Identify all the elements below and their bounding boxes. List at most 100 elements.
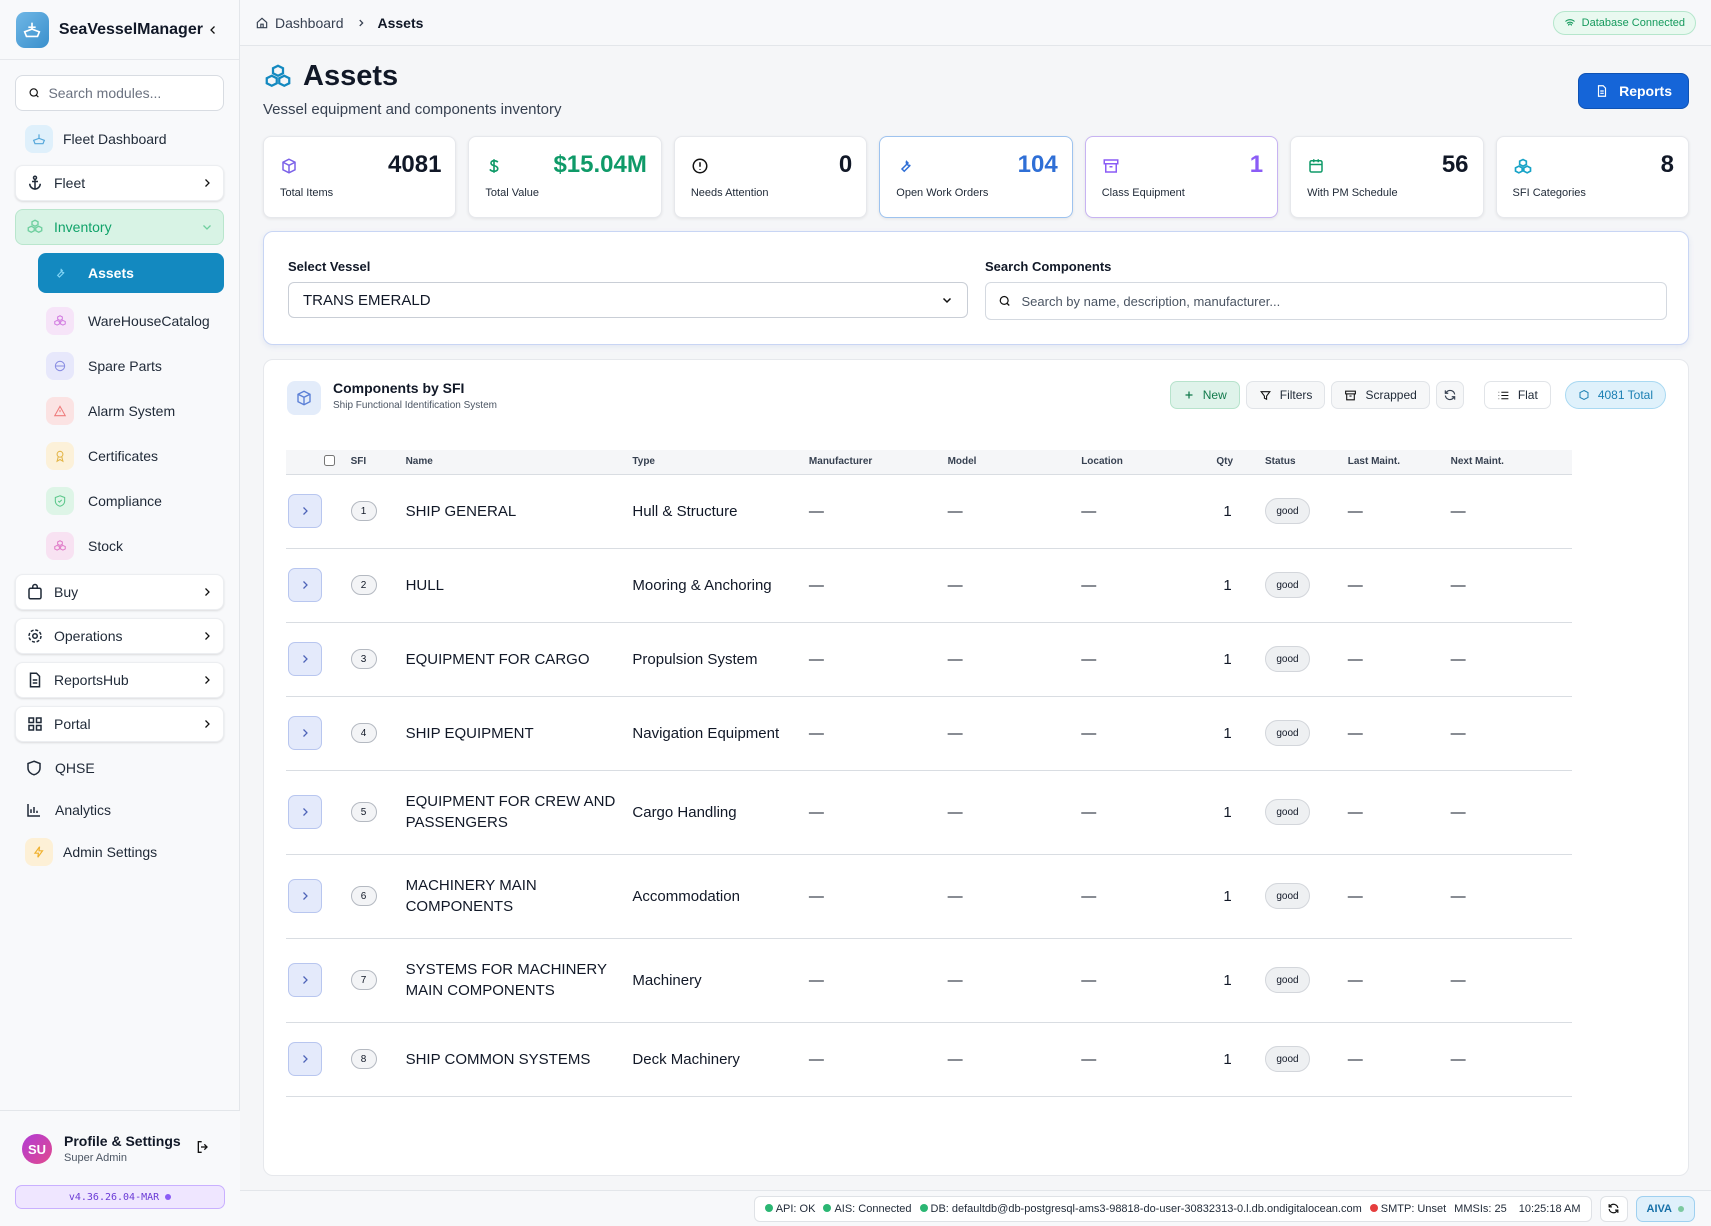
table-row[interactable]: 8 SHIP COMMON SYSTEMS Deck Machinery — — —1 go… — [286, 1022, 1572, 1097]
profile-section: SU Profile & Settings Super Admin v4.36.… — [0, 1110, 240, 1226]
vessel-select[interactable]: TRANS EMERALD — [288, 282, 968, 318]
table-row[interactable]: 6 MACHINERY MAIN COMPONENTS Accommodation —… — [286, 854, 1572, 939]
expand-row-button[interactable] — [288, 879, 322, 913]
table-row[interactable]: 2 HULL Mooring & Anchoring — — —1 good — — — [286, 548, 1572, 623]
header-last-maint[interactable]: Last Maint. — [1347, 450, 1451, 475]
table-row[interactable]: 7 SYSTEMS FOR MACHINERY MAIN COMPONENTS Ma… — [286, 938, 1572, 1023]
manufacturer-cell: — — [808, 854, 948, 939]
stats-row: 4081 Total Items $15.04M Total Value 0 N… — [263, 136, 1689, 218]
header-model[interactable]: Model — [947, 450, 1082, 475]
next-maint-cell: — — [1450, 938, 1572, 1023]
refresh-button[interactable] — [1435, 381, 1464, 409]
nav-operations[interactable]: Operations — [15, 618, 224, 654]
calendar-icon — [1307, 157, 1325, 175]
nav-buy[interactable]: Buy — [15, 574, 224, 610]
expand-row-button[interactable] — [288, 642, 322, 676]
nav-alarm-system[interactable]: Alarm System — [38, 394, 224, 428]
table-row[interactable]: 1 SHIP GENERAL Hull & Structure — — —1 good — — — [286, 474, 1572, 549]
select-all-checkbox[interactable] — [323, 454, 335, 466]
db-status: DB: defaultdb@db-postgresql-ams3-98818-d… — [919, 1203, 1362, 1215]
sfi-cell: 7 — [350, 938, 406, 1023]
header-location[interactable]: Location — [1081, 450, 1217, 475]
stat-needs-attention: 0 Needs Attention — [673, 136, 868, 218]
nav-fleet-dashboard[interactable]: Fleet Dashboard — [15, 121, 224, 157]
status-refresh-button[interactable] — [1599, 1195, 1628, 1222]
component-search[interactable] — [985, 282, 1667, 320]
nav-reports-hub[interactable]: ReportsHub — [15, 662, 224, 698]
collapse-sidebar-icon[interactable] — [203, 19, 223, 41]
logout-icon[interactable] — [195, 1139, 211, 1155]
stat-label: With PM Schedule — [1307, 187, 1398, 199]
profile-settings-link[interactable]: Profile & Settings — [64, 1133, 181, 1149]
plus-icon — [1185, 391, 1193, 399]
flat-view-button[interactable]: Flat — [1483, 381, 1551, 409]
scrapped-label: Scrapped — [1365, 388, 1417, 402]
filter-panel: Select Vessel Search Components TRANS EM… — [263, 231, 1689, 345]
expand-row-button[interactable] — [288, 568, 322, 602]
module-search[interactable] — [15, 75, 224, 111]
new-component-button[interactable]: New — [1169, 381, 1240, 409]
scrapped-button[interactable]: Scrapped — [1331, 381, 1430, 409]
module-search-input[interactable] — [48, 85, 211, 101]
header-type[interactable]: Type — [632, 450, 809, 475]
nav-portal[interactable]: Portal — [15, 706, 224, 742]
table-row[interactable]: 4 SHIP EQUIPMENT Navigation Equipment — — —1 g… — [286, 696, 1572, 771]
archive-icon — [1102, 157, 1120, 175]
expand-row-button[interactable] — [288, 1042, 322, 1076]
component-search-input[interactable] — [1021, 293, 1654, 309]
nav-certificates[interactable]: Certificates — [38, 439, 224, 473]
reports-button[interactable]: Reports — [1578, 73, 1689, 109]
bar-chart-icon — [27, 804, 40, 817]
nav-spare-parts[interactable]: Spare Parts — [38, 349, 224, 383]
expand-row-button[interactable] — [288, 494, 322, 528]
nav-admin-settings[interactable]: Admin Settings — [15, 834, 224, 870]
chevron-right-icon — [205, 632, 210, 640]
components-toolbar: New Filters Scrapped Flat 4081 Total — [1169, 381, 1666, 409]
expand-row-button[interactable] — [288, 963, 322, 997]
boxes-icon — [1513, 157, 1533, 177]
sfi-cell: 6 — [350, 854, 406, 939]
nav-assets[interactable]: Assets — [38, 253, 224, 293]
avatar[interactable]: SU — [22, 1134, 52, 1164]
qty-cell: 1 — [1216, 854, 1265, 939]
flat-label: Flat — [1517, 388, 1538, 402]
nav-label: Fleet — [54, 175, 86, 191]
expand-row-button[interactable] — [288, 795, 322, 829]
aiva-button[interactable]: AIVA — [1635, 1195, 1695, 1222]
nav-analytics[interactable]: Analytics — [15, 792, 224, 828]
header-name[interactable]: Name — [405, 450, 633, 475]
nav-inventory[interactable]: Inventory — [15, 209, 224, 245]
last-maint-cell: — — [1347, 474, 1451, 549]
manufacturer-cell: — — [808, 474, 948, 549]
nav-compliance[interactable]: Compliance — [38, 484, 224, 518]
header-qty[interactable]: Qty — [1216, 450, 1265, 475]
nav-fleet[interactable]: Fleet — [15, 165, 224, 201]
chevron-right-icon — [299, 727, 311, 739]
boxes-icon — [46, 307, 74, 335]
expand-row-button[interactable] — [288, 716, 322, 750]
header-next-maint[interactable]: Next Maint. — [1450, 450, 1572, 475]
manufacturer-cell: — — [808, 938, 948, 1023]
table-header-row: SFI Name Type Manufacturer Model Locatio… — [286, 450, 1572, 475]
stat-class-equipment[interactable]: 1 Class Equipment — [1084, 136, 1279, 218]
status-badge: good — [1264, 720, 1310, 746]
table-row[interactable]: 5 EQUIPMENT FOR CREW AND PASSENGERS Cargo … — [286, 770, 1572, 855]
nav-qhse[interactable]: QHSE — [15, 750, 224, 786]
package-icon — [280, 157, 298, 175]
header-manufacturer[interactable]: Manufacturer — [808, 450, 948, 475]
type-cell: Cargo Handling — [632, 770, 809, 855]
breadcrumb-dashboard[interactable]: Dashboard — [275, 14, 344, 31]
nav-label: Assets — [88, 265, 134, 281]
header-status[interactable]: Status — [1264, 450, 1348, 475]
nav-stock[interactable]: Stock — [38, 529, 224, 563]
nav-warehouse-catalog[interactable]: WareHouseCatalog — [38, 304, 224, 338]
status-cell: good — [1264, 548, 1348, 623]
stat-open-work-orders[interactable]: 104 Open Work Orders — [879, 136, 1073, 218]
checkbox-cell — [323, 854, 351, 939]
sfi-badge: 5 — [350, 802, 377, 822]
filters-button[interactable]: Filters — [1245, 381, 1326, 409]
header-sfi[interactable]: SFI — [350, 450, 406, 475]
table-row[interactable]: 3 EQUIPMENT FOR CARGO Propulsion System — — —… — [286, 622, 1572, 697]
nav-label: Buy — [54, 584, 79, 600]
next-maint-cell: — — [1450, 622, 1572, 697]
